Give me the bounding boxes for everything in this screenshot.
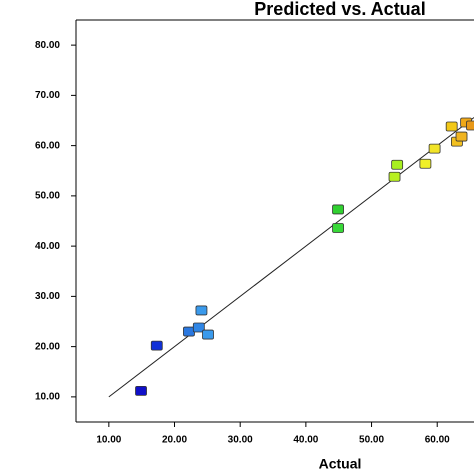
y-tick-label: 50.00 — [35, 191, 60, 202]
point — [445, 121, 458, 132]
y-tick-label: 60.00 — [35, 140, 60, 151]
x-tick-label: 20.00 — [162, 435, 187, 446]
point — [192, 322, 205, 333]
y-tick-label: 40.00 — [35, 241, 60, 252]
point — [195, 305, 208, 316]
y-tick-label: 10.00 — [35, 392, 60, 403]
x-tick-label: 50.00 — [359, 435, 384, 446]
point — [202, 329, 214, 340]
x-tick-label: 40.00 — [293, 435, 318, 446]
x-axis-label: Actual — [319, 456, 362, 472]
point — [183, 326, 195, 337]
reference-line — [108, 117, 474, 398]
point — [455, 131, 468, 142]
point — [388, 171, 401, 182]
point — [332, 204, 344, 215]
point — [428, 143, 441, 154]
y-tick-label: 20.00 — [35, 341, 60, 352]
x-tick-label: 60.00 — [425, 435, 450, 446]
point — [150, 340, 163, 351]
x-tick-label: 10.00 — [96, 435, 121, 446]
point — [466, 120, 474, 131]
point — [391, 159, 404, 170]
point — [135, 385, 147, 396]
y-tick-label: 80.00 — [35, 40, 60, 51]
y-tick-label: 70.00 — [35, 90, 60, 101]
chart-title: Predicted vs. Actual — [254, 0, 425, 19]
point — [332, 223, 344, 233]
y-tick-label: 30.00 — [35, 291, 60, 302]
x-tick-label: 30.00 — [228, 435, 253, 446]
point — [419, 158, 432, 169]
